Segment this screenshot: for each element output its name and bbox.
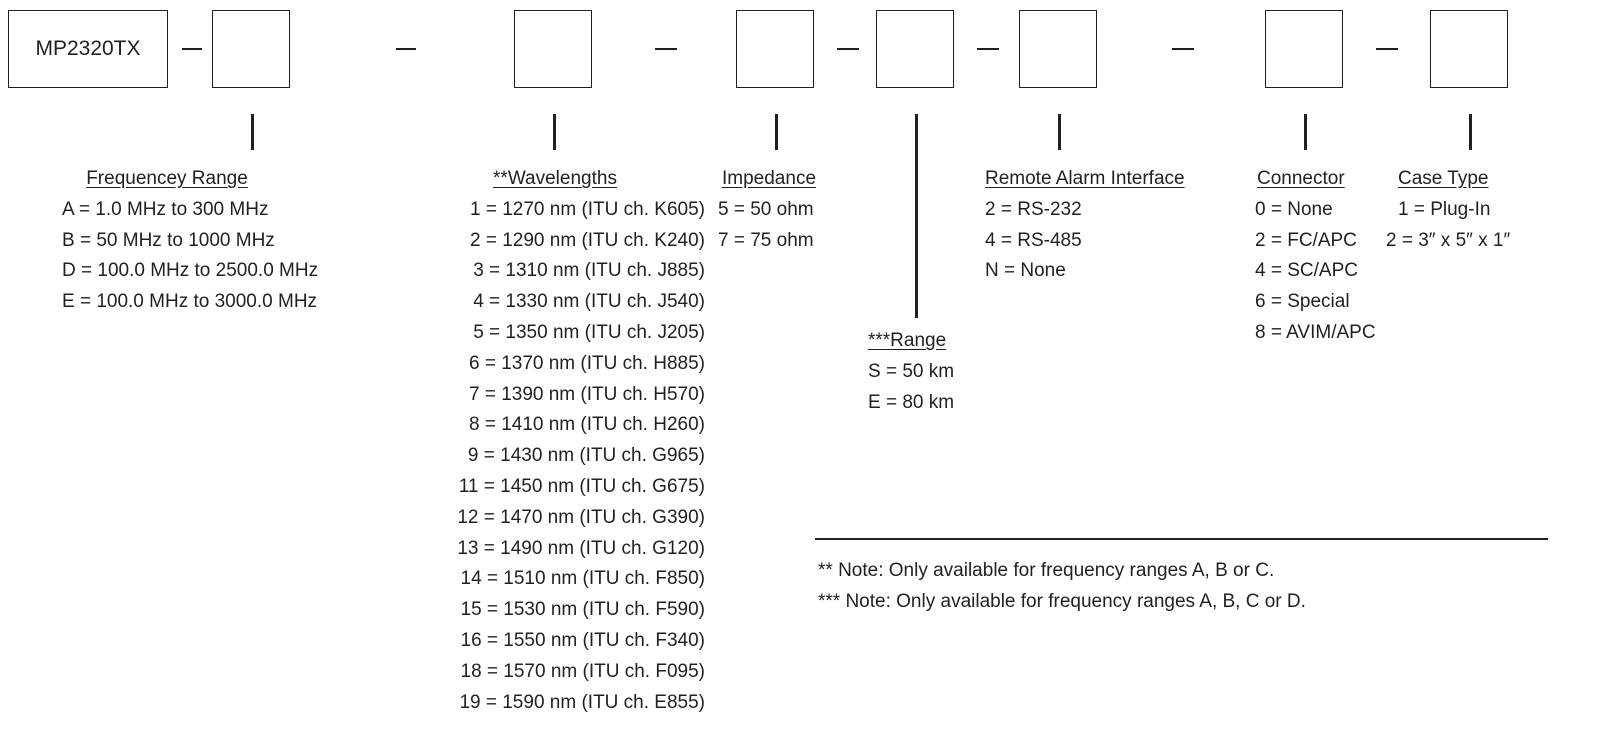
separator-dash [1376,48,1398,50]
wavelengths-group: **Wavelengths 1 = 1270 nm (ITU ch. K605)… [395,164,705,718]
separator-dash [655,48,677,50]
field-box-wavelength [514,10,592,88]
leader-line-frequency-range [251,114,254,150]
field-box-case-type [1430,10,1508,88]
frequency-range-option: D = 100.0 MHz to 2500.0 MHz [62,260,319,282]
wavelength-option: 3 = 1310 nm (ITU ch. J885) [473,260,705,282]
wavelength-option: 6 = 1370 nm (ITU ch. H885) [468,352,705,374]
wavelength-option: 9 = 1430 nm (ITU ch. G965) [467,445,705,467]
case-type-option: 2 = 3″ x 5″ x 1″ [1386,229,1511,251]
impedance-option: 5 = 50 ohm [718,198,814,220]
connector-option: 6 = Special [1255,291,1350,313]
connector-group: Connector 0 = None 2 = FC/APC 4 = SC/APC… [1255,164,1376,349]
wavelength-option: 11 = 1450 nm (ITU ch. G675) [458,475,705,497]
field-box-connector [1265,10,1343,88]
wavelengths-heading: **Wavelengths [493,168,617,189]
leader-line-impedance [775,114,778,150]
field-box-frequency-range [212,10,290,88]
wavelength-option: 2 = 1290 nm (ITU ch. K240) [470,229,705,251]
frequency-range-group: Frequencey Range A = 1.0 MHz to 300 MHz … [62,164,318,318]
leader-line-connector [1304,114,1307,150]
remote-alarm-option: 2 = RS-232 [985,198,1082,220]
wavelength-option: 7 = 1390 nm (ITU ch. H570) [468,383,705,405]
remote-alarm-group: Remote Alarm Interface 2 = RS-232 4 = RS… [985,164,1185,287]
wavelength-option: 16 = 1550 nm (ITU ch. F340) [460,629,705,651]
wavelength-option: 19 = 1590 nm (ITU ch. E855) [459,691,705,713]
separator-dash [977,48,999,50]
notes-block: ** Note: Only available for frequency ra… [818,555,1306,617]
leader-line-range [915,114,918,318]
remote-alarm-option: N = None [985,260,1066,282]
separator-dash [1172,48,1194,50]
wavelength-option: 15 = 1530 nm (ITU ch. F590) [460,599,705,621]
wavelength-option: 5 = 1350 nm (ITU ch. J205) [473,321,705,343]
leader-line-remote-alarm [1058,114,1061,150]
note-line: ** Note: Only available for frequency ra… [818,560,1275,581]
connector-option: 0 = None [1255,198,1333,220]
wavelength-option: 1 = 1270 nm (ITU ch. K605) [470,198,705,220]
separator-dash [396,48,416,50]
range-option: S = 50 km [868,360,955,382]
field-box-range [876,10,954,88]
case-type-group: Case Type 1 = Plug-In 2 = 3″ x 5″ x 1″ [1386,164,1510,256]
range-option: E = 80 km [868,391,955,413]
frequency-range-option: A = 1.0 MHz to 300 MHz [62,198,269,220]
range-group: ***Range S = 50 km E = 80 km [868,326,954,418]
wavelength-option: 13 = 1490 nm (ITU ch. G120) [457,537,705,559]
case-type-heading: Case Type [1398,168,1489,189]
leader-line-case-type [1469,114,1472,150]
field-box-impedance [736,10,814,88]
connector-heading: Connector [1257,168,1345,189]
remote-alarm-heading: Remote Alarm Interface [985,168,1185,189]
model-code: MP2320TX [35,37,141,60]
note-line: *** Note: Only available for frequency r… [818,591,1306,612]
wavelength-option: 14 = 1510 nm (ITU ch. F850) [460,568,705,590]
range-heading: ***Range [868,330,947,351]
separator-dash [182,48,202,50]
impedance-group: Impedance 5 = 50 ohm 7 = 75 ohm [718,164,816,256]
connector-option: 8 = AVIM/APC [1255,321,1376,343]
wavelength-option: 8 = 1410 nm (ITU ch. H260) [468,414,705,436]
wavelength-option: 18 = 1570 nm (ITU ch. F095) [460,660,705,682]
notes-divider [815,538,1548,540]
impedance-heading: Impedance [722,168,817,189]
remote-alarm-option: 4 = RS-485 [985,229,1082,251]
field-box-remote-alarm [1019,10,1097,88]
frequency-range-heading: Frequencey Range [86,168,248,189]
connector-option: 2 = FC/APC [1255,229,1357,251]
case-type-option: 1 = Plug-In [1398,198,1491,220]
separator-dash [837,48,859,50]
connector-option: 4 = SC/APC [1255,260,1358,282]
frequency-range-option: B = 50 MHz to 1000 MHz [62,229,275,251]
impedance-option: 7 = 75 ohm [718,229,814,251]
leader-line-wavelength [553,114,556,150]
wavelength-option: 4 = 1330 nm (ITU ch. J540) [473,291,705,313]
frequency-range-option: E = 100.0 MHz to 3000.0 MHz [62,291,318,313]
wavelength-option: 12 = 1470 nm (ITU ch. G390) [457,506,705,528]
model-code-box: MP2320TX [8,10,168,88]
